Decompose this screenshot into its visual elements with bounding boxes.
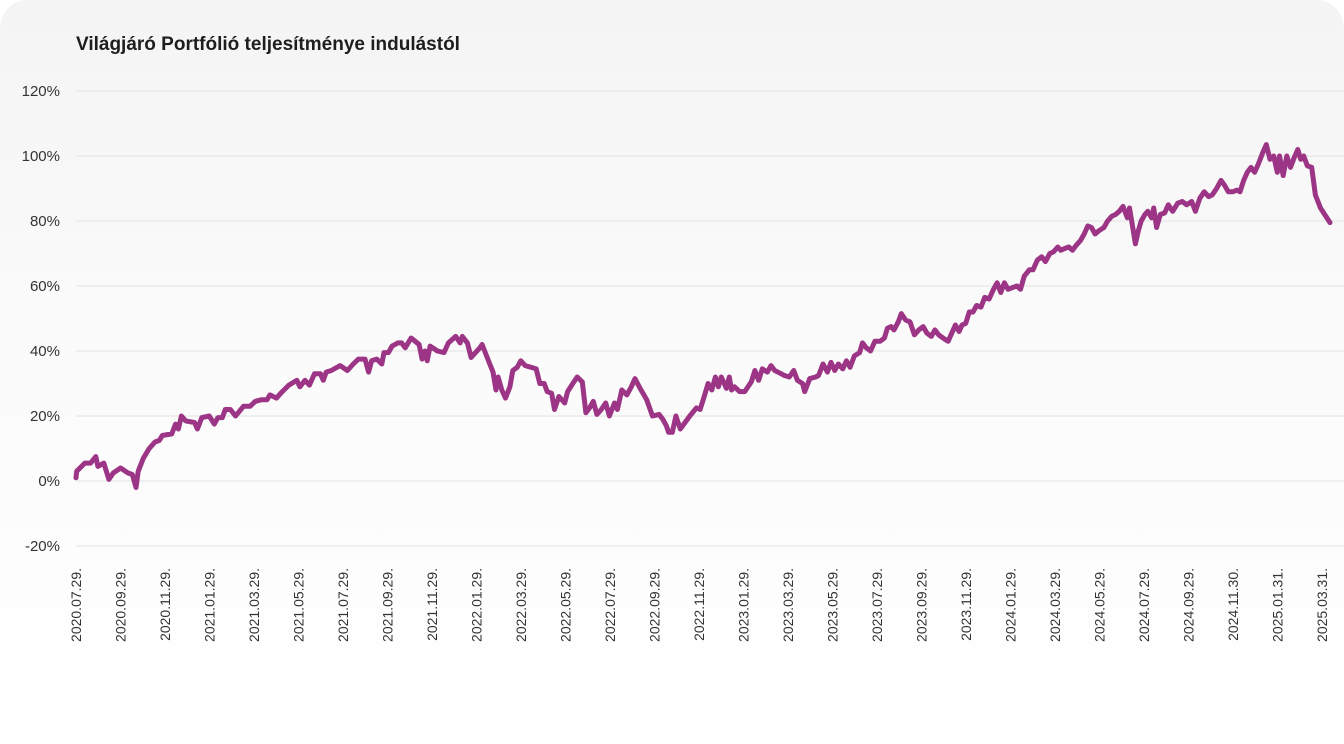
series-layer (73, 142, 1333, 490)
x-tick-label: 2022.09.29. (647, 568, 663, 642)
x-tick-label: 2024.09.29. (1181, 568, 1197, 642)
x-tick-label: 2024.01.29. (1003, 568, 1019, 642)
y-tick-label: 0% (38, 473, 60, 490)
x-tick-label: 2023.05.29. (825, 568, 841, 642)
x-tick-label: 2022.01.29. (469, 568, 485, 642)
y-tick-label: 40% (30, 343, 60, 360)
x-tick-label: 2022.03.29. (513, 568, 529, 642)
y-tick-label: 80% (30, 213, 60, 230)
x-tick-label: 2023.03.29. (780, 568, 796, 642)
x-tick-label: 2021.03.29. (246, 568, 262, 642)
x-tick-label: 2022.11.29. (691, 568, 707, 641)
y-tick-label: 120% (22, 83, 60, 100)
y-tick-label: -20% (25, 538, 60, 555)
grid-lines (76, 90, 1344, 547)
x-tick-label: 2023.09.29. (914, 568, 930, 642)
x-tick-label: 2024.03.29. (1047, 568, 1063, 642)
x-tick-label: 2023.07.29. (869, 568, 885, 642)
x-tick-label: 2023.11.29. (958, 568, 974, 641)
x-tick-label: 2025.03.31. (1314, 568, 1330, 642)
x-tick-label: 2021.07.29. (335, 568, 351, 642)
y-tick-label: 100% (22, 148, 60, 165)
x-tick-label: 2025.01.31. (1270, 568, 1286, 642)
x-tick-label: 2024.07.29. (1136, 568, 1152, 642)
chart-title: Világjáró Portfólió teljesítménye indulá… (76, 34, 460, 55)
x-tick-label: 2020.11.29. (157, 568, 173, 641)
x-axis-ticks: 2020.07.29. 2020.09.29. 2020.11.29. 2021.01… (68, 568, 1330, 642)
x-tick-label: 2024.11.30. (1225, 568, 1241, 641)
y-tick-label: 20% (30, 408, 60, 425)
x-tick-label: 2020.09.29. (113, 568, 129, 642)
x-tick-label: 2024.05.29. (1092, 568, 1108, 642)
y-tick-label: 60% (30, 278, 60, 295)
x-tick-label: 2021.11.29. (424, 568, 440, 641)
series-line (73, 142, 1333, 490)
x-tick-label: 2021.09.29. (380, 568, 396, 642)
y-axis-ticks: -20% 0% 20% 40% 60% 80% 100% 120% (22, 83, 60, 555)
x-tick-label: 2020.07.29. (68, 568, 84, 642)
x-tick-label: 2023.01.29. (736, 568, 752, 642)
x-tick-label: 2022.07.29. (602, 568, 618, 642)
x-tick-label: 2022.05.29. (558, 568, 574, 642)
x-tick-label: 2021.05.29. (291, 568, 307, 642)
x-tick-label: 2021.01.29. (202, 568, 218, 642)
